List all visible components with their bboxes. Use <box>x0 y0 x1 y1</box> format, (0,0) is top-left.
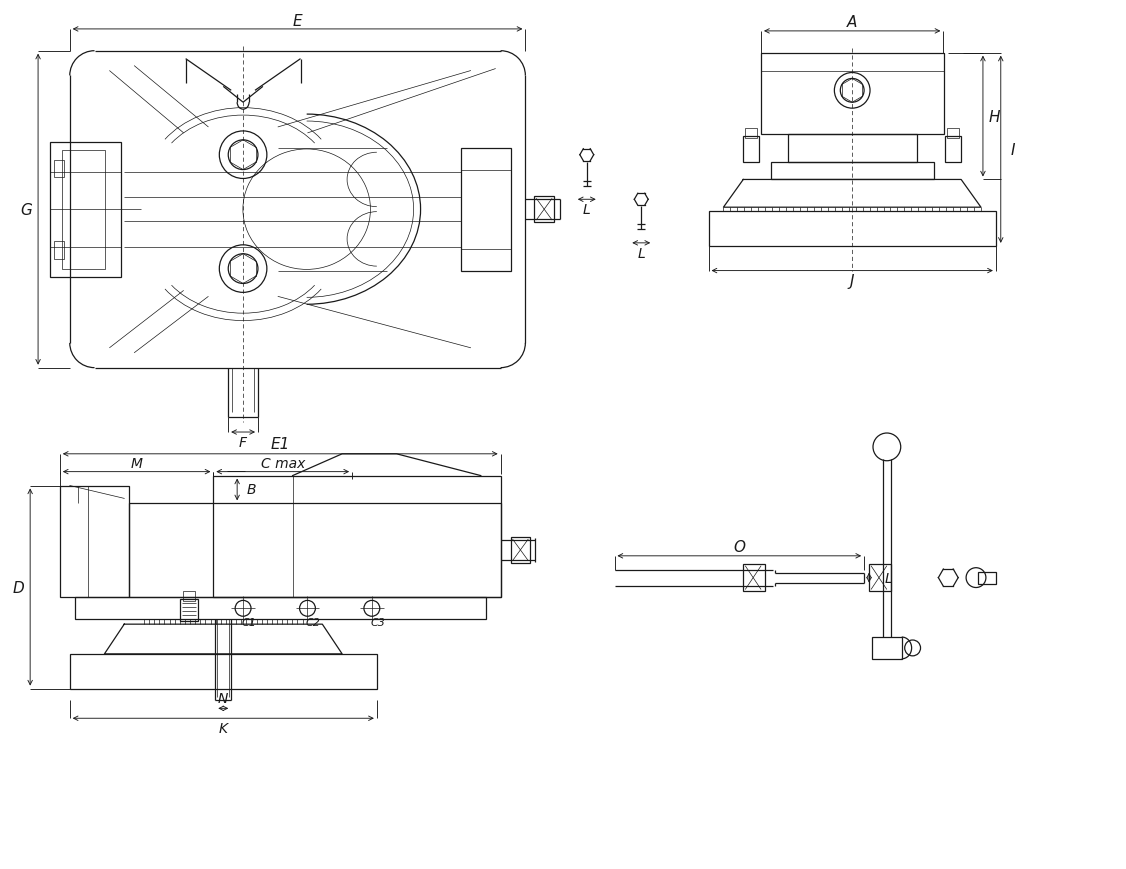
Text: N: N <box>218 692 229 706</box>
Bar <box>743 564 765 592</box>
Text: A: A <box>847 16 857 30</box>
Bar <box>129 504 501 598</box>
Text: B: B <box>247 483 256 497</box>
Bar <box>60 486 129 598</box>
Bar <box>510 537 530 563</box>
Text: L: L <box>637 247 645 261</box>
Text: E1: E1 <box>270 437 289 452</box>
Text: C2: C2 <box>306 618 321 627</box>
Bar <box>771 163 935 180</box>
Text: D: D <box>12 580 24 595</box>
Text: C max: C max <box>260 456 305 470</box>
Text: O: O <box>733 540 745 554</box>
Bar <box>180 600 197 621</box>
Bar <box>214 476 501 598</box>
Bar <box>946 136 962 163</box>
Text: I: I <box>1010 143 1015 157</box>
Text: E: E <box>293 14 303 29</box>
Text: J: J <box>850 274 855 289</box>
Text: G: G <box>20 202 33 217</box>
Bar <box>788 135 917 163</box>
Bar <box>947 129 959 139</box>
Bar <box>214 476 293 598</box>
Bar <box>62 150 106 269</box>
Bar <box>461 149 510 271</box>
Bar <box>761 54 945 71</box>
Text: K: K <box>218 721 227 735</box>
Text: C3: C3 <box>370 618 385 627</box>
Bar <box>743 136 759 163</box>
Bar <box>534 197 554 222</box>
Bar <box>54 242 64 260</box>
Bar <box>869 564 891 592</box>
Bar <box>708 212 995 247</box>
Bar <box>50 143 122 277</box>
Text: F: F <box>239 435 247 449</box>
Text: H: H <box>989 109 1001 124</box>
Bar <box>761 54 945 135</box>
Bar <box>745 129 757 139</box>
Bar <box>54 161 64 178</box>
Bar <box>872 637 902 659</box>
Text: L: L <box>885 571 893 585</box>
Text: L: L <box>583 203 591 217</box>
Text: C1: C1 <box>242 618 257 627</box>
Bar <box>70 654 377 689</box>
Bar <box>74 598 485 620</box>
Text: M: M <box>131 456 143 470</box>
Bar <box>978 572 995 584</box>
Bar <box>182 592 195 601</box>
